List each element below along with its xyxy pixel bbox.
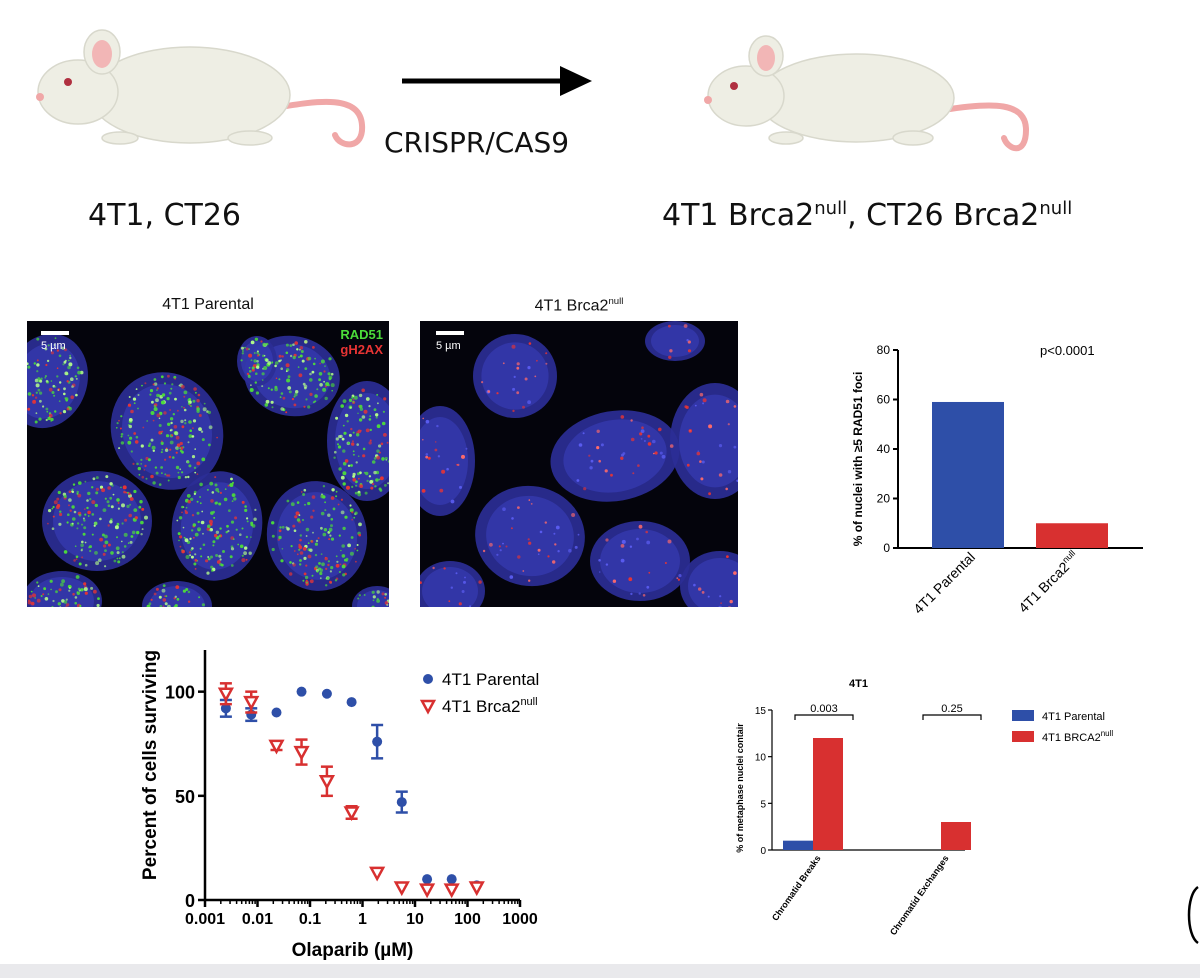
metaphase-chart: 4T1 0 5 10 15 0.003 Chromatid Breaks 0.25 Chroma… — [735, 678, 1113, 937]
data-point — [293, 745, 310, 761]
arrow-right-icon — [402, 66, 592, 96]
y-tick-label: 0 — [883, 541, 890, 555]
scale-label-right: 5 µm — [436, 340, 461, 352]
significance-bracket — [922, 714, 982, 720]
stain-label-gh2ax: gH2AX — [340, 342, 383, 357]
micro-left-title: 4T1 Parental — [162, 296, 254, 313]
x-axis-label: Olaparib (µM) — [292, 940, 414, 961]
y-tick-label: 100 — [165, 683, 195, 703]
data-point — [318, 775, 336, 790]
data-point — [268, 739, 285, 755]
data-point — [393, 881, 410, 897]
data-point — [443, 883, 460, 899]
y-tick-label: 10 — [755, 753, 767, 764]
x-category-label: Chromatid Breaks — [770, 853, 823, 922]
data-point — [243, 695, 260, 711]
chart-title: 4T1 — [849, 678, 868, 690]
y-axis-label: % of metaphase nuclei contair — [735, 723, 745, 853]
y-axis-label: Percent of cells surviving — [140, 650, 161, 880]
y-tick-label: 60 — [877, 393, 891, 407]
data-point — [296, 686, 307, 697]
y-tick-label: 0 — [185, 891, 195, 911]
left-cell-lines-label: 4T1, CT26 — [88, 198, 242, 233]
data-point — [271, 707, 282, 718]
micro-right-title: 4T1 Brca2null — [534, 296, 624, 315]
y-tick-label: 5 — [760, 799, 766, 810]
data-point — [446, 874, 457, 885]
nuclei-parental-image — [27, 333, 389, 607]
data-point — [418, 883, 436, 899]
data-point — [372, 736, 383, 747]
arrow-label: CRISPR/CAS9 — [384, 126, 570, 159]
data-point — [220, 703, 231, 714]
data-point — [321, 688, 332, 699]
nuclei-brca2null-image — [420, 321, 738, 607]
bar — [813, 738, 843, 850]
y-tick-label: 80 — [877, 343, 891, 357]
x-tick-label: 0.1 — [299, 911, 321, 928]
micrograph-brca2null: 5 µm — [420, 321, 738, 607]
y-axis-label: % of nuclei with ≥5 RAD51 foci — [851, 372, 865, 547]
schematic — [36, 29, 1030, 152]
x-category-label: 4T1 Parental — [910, 549, 978, 617]
bottom-strip — [0, 964, 1200, 978]
legend-swatch — [1012, 710, 1034, 721]
data-point — [422, 874, 433, 885]
legend-swatch — [1012, 731, 1034, 742]
right-cell-lines-label: 4T1 Brca2null, CT26 Brca2null — [662, 198, 1073, 233]
y-tick-label: 0 — [760, 846, 766, 857]
data-point — [217, 687, 234, 703]
x-tick-label: 1000 — [502, 911, 538, 928]
significance-bracket — [794, 714, 854, 720]
p-value-label: 0.003 — [810, 703, 838, 715]
legend-marker — [423, 674, 433, 684]
x-category-label: Chromatid Exchanges — [888, 853, 951, 937]
stain-label-rad51: RAD51 — [340, 327, 383, 342]
bar — [932, 401, 1004, 548]
data-point — [346, 697, 357, 708]
x-tick-label: 100 — [454, 911, 481, 928]
y-tick-label: 40 — [877, 442, 891, 456]
data-point — [468, 881, 485, 897]
y-tick-label: 50 — [175, 787, 195, 807]
bar — [1036, 523, 1108, 548]
x-category-label: 4T1 Brca2null — [1015, 548, 1083, 616]
scale-label-left: 5 µm — [41, 340, 66, 352]
y-tick-label: 15 — [755, 706, 767, 717]
legend-label: 4T1 Parental — [1042, 711, 1105, 723]
mouse-right-icon — [704, 35, 1030, 152]
x-tick-label: 0.001 — [185, 911, 225, 928]
p-value-label: 0.25 — [941, 703, 962, 715]
legend-label: 4T1 Brca2null — [442, 696, 538, 716]
data-point — [369, 866, 386, 882]
edge-bracket-icon — [1187, 885, 1199, 945]
p-value-annotation: p<0.0001 — [1040, 343, 1095, 358]
data-point — [396, 797, 407, 808]
legend-label: 4T1 Parental — [442, 670, 539, 689]
legend-label: 4T1 BRCA2null — [1042, 729, 1113, 744]
data-point — [343, 806, 360, 822]
bar — [783, 840, 813, 850]
x-tick-label: 10 — [406, 911, 424, 928]
mouse-left-icon — [36, 29, 366, 148]
rad51-foci-chart: 0 20 40 60 80 4T1 Parental 4T1 Brca2null p<0.00… — [851, 343, 1143, 617]
x-tick-label: 1 — [358, 911, 367, 928]
olaparib-survival-chart: 0 50 100 0.001 0.01 0.1 1 10 100 1000 4T1 Parental… — [140, 650, 539, 961]
x-tick-label: 0.01 — [242, 911, 273, 928]
y-tick-label: 20 — [877, 492, 891, 506]
legend-marker — [419, 699, 437, 715]
bar — [941, 822, 971, 850]
micrograph-parental: 5 µm RAD51 gH2AX — [27, 321, 389, 607]
